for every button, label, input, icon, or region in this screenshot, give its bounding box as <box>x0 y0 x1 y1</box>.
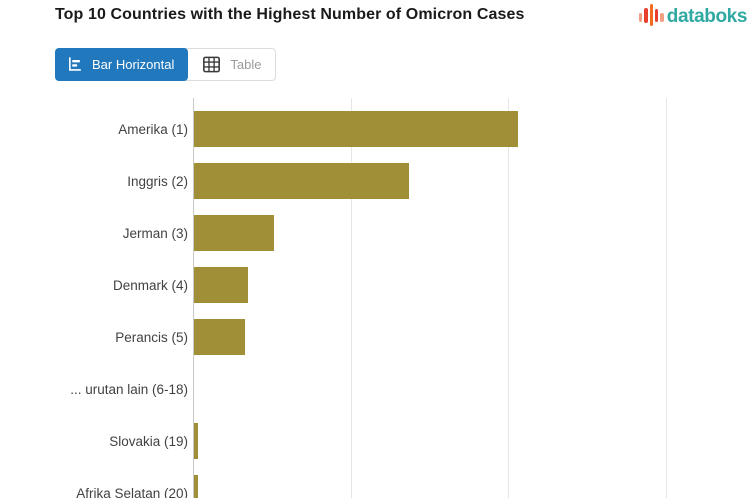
chart-rows: Amerika (1) Inggris (2) Jerman (3) Denmark … <box>0 103 753 498</box>
table-button[interactable]: Table <box>184 48 277 81</box>
gridline <box>666 98 667 498</box>
bar-horizontal-label: Bar Horizontal <box>92 57 175 72</box>
bar[interactable] <box>194 215 274 251</box>
table-label: Table <box>230 57 262 72</box>
category-label: Denmark (4) <box>112 277 188 293</box>
bar[interactable] <box>194 267 248 303</box>
databoks-flame-icon <box>638 4 664 28</box>
chart-row: Perancis (5) <box>0 311 753 363</box>
gridline <box>351 98 352 498</box>
bar[interactable] <box>194 111 518 147</box>
chart-row: ... urutan lain (6-18) <box>0 363 753 415</box>
category-label: Inggris (2) <box>127 173 188 189</box>
page-title: Top 10 Countries with the Highest Number… <box>55 6 525 23</box>
category-label: Amerika (1) <box>118 121 188 137</box>
category-label: Perancis (5) <box>115 329 188 345</box>
chart-row: Denmark (4) <box>0 259 753 311</box>
chart-row: Inggris (2) <box>0 155 753 207</box>
logo-bar <box>655 9 659 22</box>
chart-row: Afrika Selatan (20) <box>0 467 753 498</box>
bar-track <box>194 111 753 147</box>
category-label: Jerman (3) <box>122 225 188 241</box>
bar-track <box>194 423 753 459</box>
bar-track <box>194 371 753 407</box>
bar-chart: Amerika (1) Inggris (2) Jerman (3) Denmark … <box>0 98 753 498</box>
bar[interactable] <box>194 423 198 459</box>
logo-bar <box>649 4 653 26</box>
table-icon <box>201 54 222 75</box>
bar-track <box>194 267 753 303</box>
bar[interactable] <box>194 163 409 199</box>
bar-track <box>194 475 753 498</box>
view-toggle: Bar Horizontal Table <box>55 48 277 81</box>
bar-track <box>194 163 753 199</box>
bar-horizontal-button[interactable]: Bar Horizontal <box>55 48 189 81</box>
bar-track <box>194 215 753 251</box>
bar[interactable] <box>194 475 198 498</box>
category-label: ... urutan lain (6-18) <box>70 381 188 397</box>
chart-row: Amerika (1) <box>0 103 753 155</box>
chart-row: Slovakia (19) <box>0 415 753 467</box>
chart-row: Jerman (3) <box>0 207 753 259</box>
category-label: Afrika Selatan (20) <box>76 485 188 498</box>
logo-bar <box>638 13 643 22</box>
bar-track <box>194 319 753 355</box>
header: Top 10 Countries with the Highest Number… <box>55 4 747 28</box>
y-axis-line <box>193 98 194 498</box>
logo-bar <box>644 8 648 23</box>
logo-bar <box>660 13 664 22</box>
bar-horizontal-icon <box>67 56 84 73</box>
databoks-logo: databoks <box>638 4 748 28</box>
gridline <box>508 98 509 498</box>
databoks-logo-text: databoks <box>666 6 748 27</box>
bar[interactable] <box>194 319 245 355</box>
category-label: Slovakia (19) <box>109 433 188 449</box>
